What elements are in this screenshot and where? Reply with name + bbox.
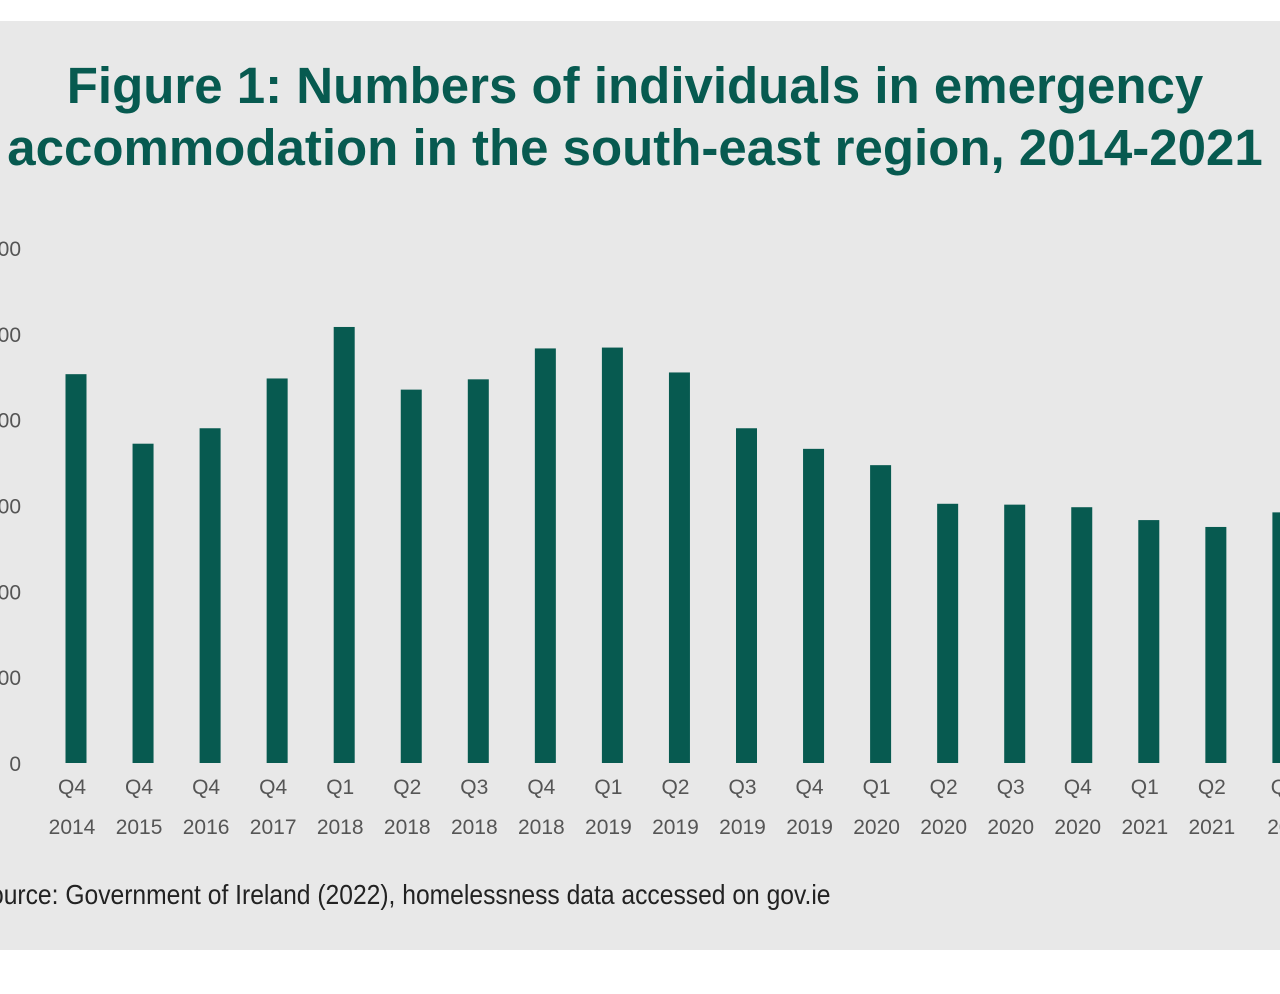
y-tick-label: 00 [0, 581, 21, 604]
source-note: ource: Government of Ireland (2022), hom… [0, 879, 831, 910]
x-tick-label-quarter: Q4 [527, 776, 555, 799]
x-tick-label-quarter: Q2 [661, 776, 689, 799]
x-tick-label-year: 2018 [384, 816, 431, 839]
chart-title: Figure 1: Numbers of individuals in emer… [0, 55, 1270, 179]
bar-series [65, 326, 1280, 763]
bar [467, 379, 489, 763]
bar [400, 389, 422, 763]
x-tick-label-year: 2016 [183, 816, 230, 839]
x-tick-label-quarter: Q4 [796, 776, 824, 799]
bar [870, 465, 892, 763]
x-tick-label-quarter: Q4 [58, 776, 86, 799]
y-tick-label: 0 [9, 753, 21, 776]
x-tick-label-year: 2019 [585, 816, 632, 839]
x-tick-label-quarter: Q1 [1131, 776, 1159, 799]
x-tick-label-year: 2019 [719, 816, 766, 839]
bar [937, 503, 959, 763]
x-tick-label-quarter: Q3 [997, 776, 1025, 799]
chart-title-line-2: accommodation in the south-east region, … [7, 119, 1263, 176]
x-axis: Q4 2014 Q4 2015 Q4 2016 Q4 2017 Q1 2018 Q2 2018 Q3 20… [49, 776, 1280, 839]
x-tick-label-year: 2020 [920, 816, 967, 839]
bar [1138, 520, 1160, 763]
x-tick-label-year: 20 [1267, 816, 1280, 839]
x-tick-label-quarter: Q4 [125, 776, 153, 799]
bar [736, 428, 757, 763]
bar [333, 326, 355, 763]
chart-panel: Figure 1: Numbers of individuals in emer… [0, 21, 1280, 950]
x-tick-label-quarter: Q1 [594, 776, 622, 799]
bar [803, 448, 825, 763]
x-tick-label-year: 2020 [1054, 816, 1101, 839]
x-tick-label-quarter: Q3 [460, 776, 488, 799]
x-tick-label-year: 2018 [451, 816, 498, 839]
bar [266, 378, 288, 763]
x-tick-label-year: 2021 [1121, 816, 1168, 839]
bar [1205, 526, 1227, 763]
x-tick-label-quarter: Q2 [393, 776, 421, 799]
chart-title-line-1: Figure 1: Numbers of individuals in emer… [66, 57, 1204, 114]
x-tick-label-quarter: Q4 [1064, 776, 1092, 799]
y-tick-label: 00 [0, 496, 21, 519]
x-tick-label-quarter: Q2 [930, 776, 958, 799]
bar [1071, 507, 1093, 763]
bar [132, 443, 154, 763]
x-tick-label-quarter: Q [1271, 776, 1280, 799]
x-tick-label-year: 2020 [853, 816, 900, 839]
x-tick-label-quarter: Q1 [863, 776, 891, 799]
x-tick-label-year: 2015 [116, 816, 163, 839]
x-tick-label-quarter: Q3 [728, 776, 756, 799]
y-tick-label: 00 [0, 410, 21, 433]
x-tick-label-quarter: Q4 [259, 776, 287, 799]
x-tick-label-year: 2017 [250, 816, 297, 839]
x-tick-label-year: 2021 [1188, 816, 1235, 839]
x-tick-label-quarter: Q4 [192, 776, 220, 799]
x-tick-label-year: 2020 [987, 816, 1034, 839]
x-tick-label-quarter: Q2 [1198, 776, 1226, 799]
x-tick-label-year: 2018 [518, 816, 565, 839]
y-tick-label: 00 [0, 324, 21, 347]
bar [601, 347, 623, 763]
x-tick-label-year: 2018 [317, 816, 364, 839]
x-tick-label-year: 2019 [786, 816, 833, 839]
bar [534, 348, 556, 763]
bar [65, 374, 87, 763]
x-tick-label-year: 2019 [652, 816, 699, 839]
x-tick-label-quarter: Q1 [326, 776, 354, 799]
x-tick-label-year: 2014 [49, 816, 96, 839]
bar [1272, 512, 1280, 763]
y-tick-label: 00 [0, 238, 21, 261]
y-tick-label: 00 [0, 667, 21, 690]
bar [1004, 504, 1026, 763]
bar [668, 372, 690, 763]
bar [199, 428, 221, 763]
